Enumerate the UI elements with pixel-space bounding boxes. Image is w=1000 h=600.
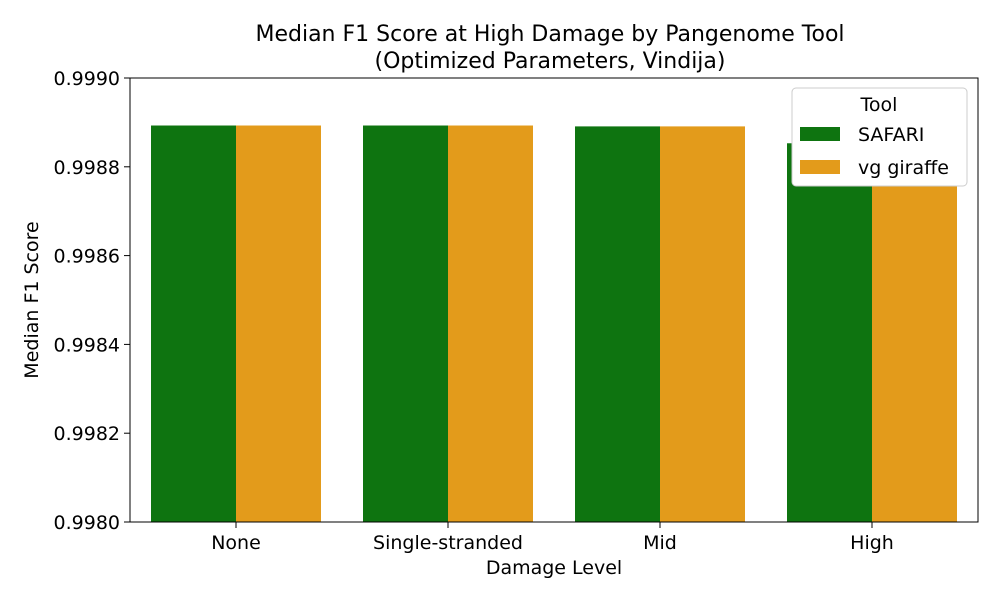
bar-vg-giraffe-high bbox=[872, 148, 957, 522]
y-tick-label: 0.9984 bbox=[54, 334, 120, 356]
x-tick-label-none: None bbox=[211, 532, 261, 554]
y-tick-label: 0.9980 bbox=[54, 512, 120, 534]
legend-label-vg-giraffe: vg giraffe bbox=[858, 157, 949, 179]
x-axis: None Single-stranded Mid High bbox=[211, 522, 894, 554]
legend-swatch-safari bbox=[800, 127, 840, 141]
bar-safari-single-stranded bbox=[363, 125, 448, 523]
legend-label-safari: SAFARI bbox=[858, 124, 924, 146]
legend: Tool SAFARI vg giraffe bbox=[791, 87, 968, 187]
plot-frame bbox=[129, 77, 979, 523]
y-tick-label: 0.9988 bbox=[54, 157, 120, 179]
x-tick-label-high: High bbox=[850, 532, 894, 554]
x-tick-label-mid: Mid bbox=[643, 532, 677, 554]
y-tick-label: 0.9990 bbox=[54, 68, 120, 90]
chart-title-line2: (Optimized Parameters, Vindija) bbox=[375, 49, 726, 74]
chart-title-line1: Median F1 Score at High Damage by Pangen… bbox=[255, 22, 844, 47]
bar-vg-giraffe-single-stranded bbox=[448, 125, 533, 523]
bar-safari-high bbox=[787, 143, 872, 522]
bars-group bbox=[151, 125, 957, 523]
legend-title: Tool bbox=[860, 94, 898, 116]
bar-vg-giraffe-none bbox=[236, 125, 321, 523]
bar-safari-none bbox=[151, 125, 236, 523]
y-tick-label: 0.9982 bbox=[54, 423, 120, 445]
bar-safari-mid bbox=[575, 126, 660, 523]
y-axis: 0.9980 0.9982 0.9984 0.9986 0.9988 0.9990 bbox=[54, 68, 130, 534]
bar-vg-giraffe-mid bbox=[660, 126, 745, 523]
x-axis-label: Damage Level bbox=[486, 557, 622, 579]
y-axis-label: Median F1 Score bbox=[21, 221, 43, 378]
x-tick-label-single-stranded: Single-stranded bbox=[373, 532, 523, 554]
y-tick-label: 0.9986 bbox=[54, 246, 120, 268]
legend-swatch-vg-giraffe bbox=[800, 160, 840, 174]
